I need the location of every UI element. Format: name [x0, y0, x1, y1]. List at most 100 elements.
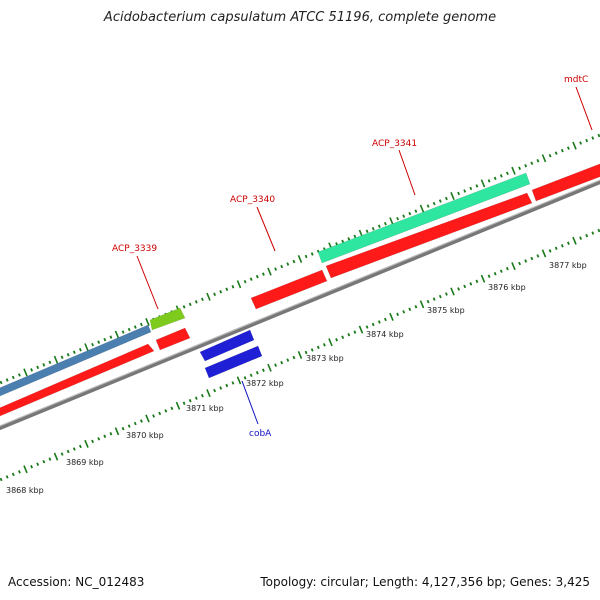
major-tick [358, 325, 364, 334]
steel-gene-feature[interactable] [0, 324, 152, 399]
minor-tick [310, 252, 314, 256]
minor-tick [548, 249, 552, 253]
minor-tick [353, 234, 357, 239]
forward-cds-3[interactable] [250, 269, 328, 310]
minor-tick [310, 348, 314, 352]
major-tick [389, 312, 394, 321]
major-tick [145, 317, 150, 327]
minor-tick [493, 271, 497, 276]
minor-tick [591, 231, 595, 235]
minor-tick [286, 262, 290, 266]
minor-tick [66, 353, 70, 357]
minor-tick [505, 171, 509, 176]
minor-tick [121, 330, 125, 334]
minor-tick [438, 199, 442, 203]
major-tick [450, 287, 455, 296]
minor-tick [475, 184, 479, 188]
major-tick [572, 236, 577, 245]
minor-tick [347, 332, 351, 337]
scale-label: 3871 kbp [186, 404, 224, 413]
minor-tick [585, 138, 589, 143]
forward-cds-5[interactable] [531, 160, 600, 202]
minor-tick [463, 284, 467, 289]
forward-cds-2[interactable] [155, 327, 191, 351]
genome-summary-text: Topology: circular; Length: 4,127,356 bp… [260, 575, 590, 589]
minor-tick [341, 335, 345, 339]
minor-tick [261, 368, 265, 372]
major-tick [206, 292, 211, 301]
minor-tick [499, 269, 503, 273]
minor-tick [213, 388, 217, 393]
minor-tick [304, 254, 308, 259]
minor-tick [72, 350, 76, 354]
scale-label: 3874 kbp [366, 330, 404, 339]
minor-tick [322, 343, 326, 347]
major-tick [84, 439, 89, 448]
minor-tick [139, 419, 143, 423]
scale-label: 3870 kbp [126, 431, 164, 440]
minor-tick [30, 465, 34, 469]
minor-tick [536, 158, 540, 163]
minor-tick [225, 287, 229, 291]
minor-tick [377, 224, 381, 228]
minor-tick [396, 216, 400, 221]
minor-tick [139, 322, 143, 327]
minor-tick [371, 322, 375, 327]
minor-tick [365, 325, 369, 329]
minor-tick [280, 360, 284, 365]
minor-tick [414, 305, 418, 309]
minor-tick [554, 151, 558, 155]
minor-tick [566, 146, 570, 150]
minor-tick [261, 272, 265, 276]
minor-tick [365, 229, 369, 234]
forward-cds-1[interactable] [0, 343, 155, 419]
minor-tick [530, 161, 534, 165]
minor-tick [48, 360, 52, 365]
minor-tick [231, 284, 235, 289]
major-tick [236, 280, 242, 289]
minor-tick [97, 340, 101, 344]
minor-tick [188, 302, 192, 307]
minor-tick [463, 189, 467, 193]
major-tick [23, 465, 28, 474]
minor-tick [469, 186, 473, 191]
minor-tick [457, 287, 461, 291]
minor-tick [42, 459, 46, 464]
lime-gene-feature[interactable] [149, 307, 186, 331]
accession-text: Accession: NC_012483 [8, 575, 145, 589]
minor-tick [243, 279, 247, 284]
minor-tick [316, 345, 320, 350]
major-tick [175, 401, 181, 410]
minor-tick [72, 447, 76, 451]
minor-tick [0, 477, 3, 482]
minor-tick [5, 378, 9, 382]
minor-tick [579, 236, 583, 240]
minor-tick [194, 396, 198, 400]
minor-tick [103, 434, 107, 439]
scale-label: 3875 kbp [427, 306, 465, 315]
minor-tick [66, 449, 70, 454]
minor-tick [200, 297, 204, 302]
minor-tick [292, 355, 296, 360]
leader-acp-3340 [256, 206, 276, 252]
reverse-cds-1[interactable] [199, 329, 255, 362]
minor-tick [17, 470, 21, 474]
minor-tick [121, 426, 125, 431]
teal-gene-acp-3341[interactable] [317, 172, 531, 264]
forward-cds-4[interactable] [325, 192, 533, 279]
minor-tick [78, 347, 82, 352]
major-tick [297, 254, 303, 264]
major-tick [541, 154, 547, 163]
minor-tick [475, 279, 479, 284]
minor-tick [487, 179, 491, 183]
minor-tick [432, 201, 436, 206]
minor-tick [341, 239, 345, 244]
minor-tick [158, 411, 162, 416]
minor-tick [133, 421, 137, 426]
minor-tick [91, 439, 95, 444]
minor-tick [127, 424, 131, 428]
reverse-cds-cobA[interactable] [204, 345, 263, 379]
minor-tick [91, 342, 95, 347]
scale-label: 3872 kbp [246, 379, 284, 388]
